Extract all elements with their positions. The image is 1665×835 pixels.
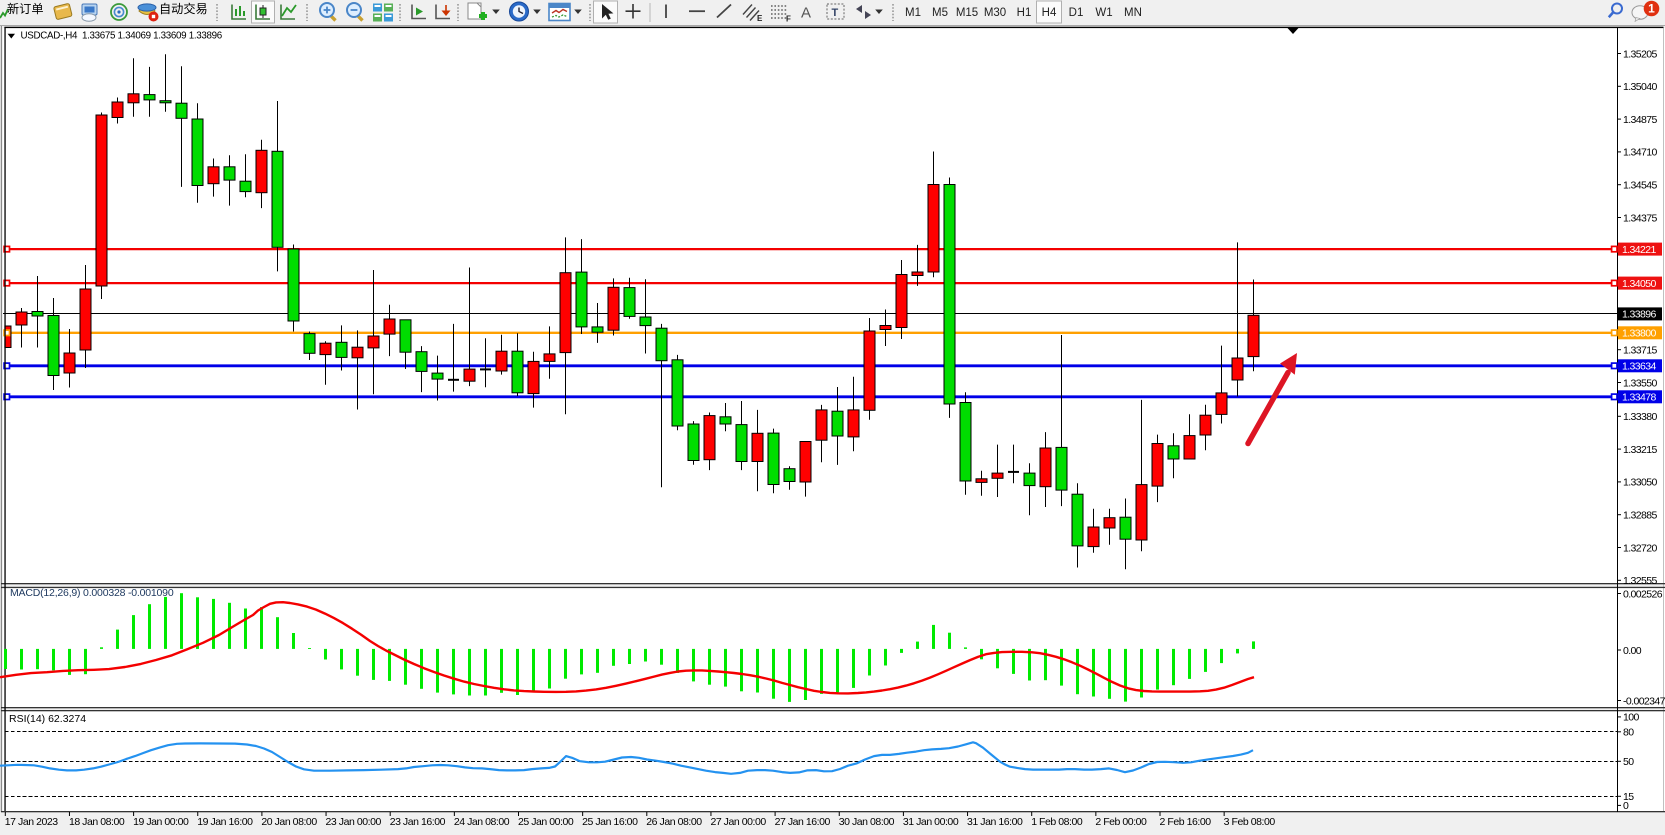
svg-text:F: F [786, 15, 791, 24]
svg-text:0: 0 [1623, 800, 1629, 812]
svg-text:30 Jan 08:00: 30 Jan 08:00 [839, 816, 895, 828]
svg-text:RSI(14) 62.3274: RSI(14) 62.3274 [9, 713, 86, 725]
svg-text:25 Jan 00:00: 25 Jan 00:00 [518, 816, 574, 828]
svg-text:1.32885: 1.32885 [1623, 510, 1658, 522]
svg-text:1.34875: 1.34875 [1623, 114, 1658, 126]
svg-text:1 Feb 08:00: 1 Feb 08:00 [1031, 816, 1083, 828]
svg-text:1.33478: 1.33478 [1622, 392, 1657, 404]
svg-text:23 Jan 16:00: 23 Jan 16:00 [390, 816, 446, 828]
svg-text:19 Jan 00:00: 19 Jan 00:00 [133, 816, 189, 828]
svg-text:1.32720: 1.32720 [1623, 542, 1658, 554]
svg-text:MN: MN [1124, 7, 1142, 19]
svg-text:T: T [832, 7, 839, 19]
svg-text:1.34221: 1.34221 [1622, 244, 1657, 256]
svg-text:新订单: 新订单 [7, 1, 44, 16]
svg-text:27 Jan 00:00: 27 Jan 00:00 [710, 816, 766, 828]
svg-text:1.34050: 1.34050 [1622, 278, 1657, 290]
svg-text:26 Jan 08:00: 26 Jan 08:00 [646, 816, 702, 828]
svg-text:MACD(12,26,9) 0.000328 -0.0010: MACD(12,26,9) 0.000328 -0.001090 [10, 587, 174, 599]
svg-text:-0.002347: -0.002347 [1623, 695, 1665, 707]
svg-text:24 Jan 08:00: 24 Jan 08:00 [454, 816, 510, 828]
svg-text:M30: M30 [984, 7, 1006, 19]
svg-text:17 Jan 2023: 17 Jan 2023 [5, 816, 58, 828]
svg-text:18 Jan 08:00: 18 Jan 08:00 [69, 816, 125, 828]
svg-text:1.33715: 1.33715 [1623, 345, 1658, 357]
svg-text:W1: W1 [1095, 7, 1112, 19]
svg-text:USDCAD-,H4 1.33675 1.34069 1.: USDCAD-,H4 1.33675 1.34069 1.33609 1.338… [21, 31, 223, 42]
svg-text:1.33896: 1.33896 [1622, 309, 1657, 321]
svg-text:H1: H1 [1017, 7, 1032, 19]
svg-text:1.33215: 1.33215 [1623, 444, 1658, 456]
svg-text:E: E [757, 14, 763, 23]
svg-text:27 Jan 16:00: 27 Jan 16:00 [775, 816, 831, 828]
svg-text:1.35040: 1.35040 [1623, 81, 1658, 93]
svg-text:1: 1 [1648, 2, 1655, 16]
svg-text:1.33050: 1.33050 [1623, 477, 1658, 489]
svg-text:23 Jan 00:00: 23 Jan 00:00 [326, 816, 382, 828]
svg-text:H4: H4 [1042, 7, 1057, 19]
svg-text:M1: M1 [905, 7, 921, 19]
svg-text:A: A [801, 5, 811, 22]
svg-text:25 Jan 16:00: 25 Jan 16:00 [582, 816, 638, 828]
svg-text:31 Jan 16:00: 31 Jan 16:00 [967, 816, 1023, 828]
svg-text:20 Jan 08:00: 20 Jan 08:00 [261, 816, 317, 828]
svg-text:D1: D1 [1069, 7, 1084, 19]
svg-text:1.34545: 1.34545 [1623, 180, 1658, 192]
svg-text:1.33634: 1.33634 [1622, 361, 1657, 373]
svg-text:19 Jan 16:00: 19 Jan 16:00 [197, 816, 253, 828]
svg-text:1.33800: 1.33800 [1622, 328, 1657, 340]
svg-text:2 Feb 16:00: 2 Feb 16:00 [1160, 816, 1212, 828]
svg-text:0.00: 0.00 [1623, 645, 1642, 657]
svg-text:M15: M15 [956, 7, 978, 19]
svg-text:1.35205: 1.35205 [1623, 48, 1658, 60]
svg-text:1.33550: 1.33550 [1623, 377, 1658, 389]
svg-text:1.32555: 1.32555 [1623, 575, 1658, 587]
svg-text:15: 15 [1623, 791, 1634, 803]
svg-text:2 Feb 00:00: 2 Feb 00:00 [1095, 816, 1147, 828]
svg-text:1.34710: 1.34710 [1623, 147, 1658, 159]
svg-text:1.34375: 1.34375 [1623, 212, 1658, 224]
svg-text:M5: M5 [932, 7, 948, 19]
svg-text:0.002526: 0.002526 [1623, 588, 1663, 600]
svg-text:自动交易: 自动交易 [159, 1, 208, 16]
svg-text:50: 50 [1623, 756, 1634, 768]
svg-text:3 Feb 08:00: 3 Feb 08:00 [1224, 816, 1276, 828]
svg-text:80: 80 [1623, 727, 1634, 739]
svg-text:1.33380: 1.33380 [1623, 411, 1658, 423]
svg-text:100: 100 [1623, 712, 1639, 724]
svg-text:31 Jan 00:00: 31 Jan 00:00 [903, 816, 959, 828]
